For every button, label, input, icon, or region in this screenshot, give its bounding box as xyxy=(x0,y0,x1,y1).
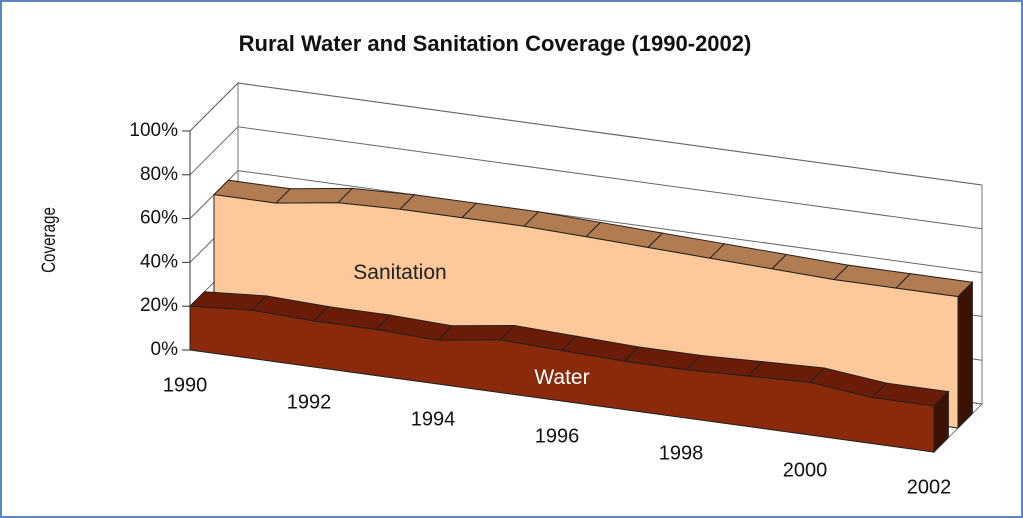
x-tick-label: 1996 xyxy=(535,425,580,447)
y-tick-label: 100% xyxy=(129,120,178,141)
y-tick-label: 40% xyxy=(140,251,178,272)
grid-line xyxy=(189,126,983,230)
x-tick-label: 2000 xyxy=(783,459,828,481)
x-tick-label: 1994 xyxy=(411,408,456,430)
x-tick-label: 2002 xyxy=(907,476,952,498)
area-end xyxy=(933,390,949,454)
grid-line xyxy=(189,170,983,274)
y-tick-label: 80% xyxy=(140,164,178,185)
x-tick-label: 1998 xyxy=(659,442,704,464)
y-axis-label: Coverage xyxy=(37,207,59,273)
series-label: Water xyxy=(534,366,589,389)
chart-title: Rural Water and Sanitation Coverage (199… xyxy=(239,31,752,56)
y-tick-label: 20% xyxy=(140,295,178,316)
area-end xyxy=(957,280,973,430)
x-tick-label: 1990 xyxy=(163,374,208,396)
series-label: Sanitation xyxy=(353,261,446,284)
x-tick-label: 1992 xyxy=(287,391,332,413)
y-tick-label: 60% xyxy=(140,208,178,229)
y-tick-label: 0% xyxy=(151,339,179,360)
grid-line xyxy=(189,82,983,186)
